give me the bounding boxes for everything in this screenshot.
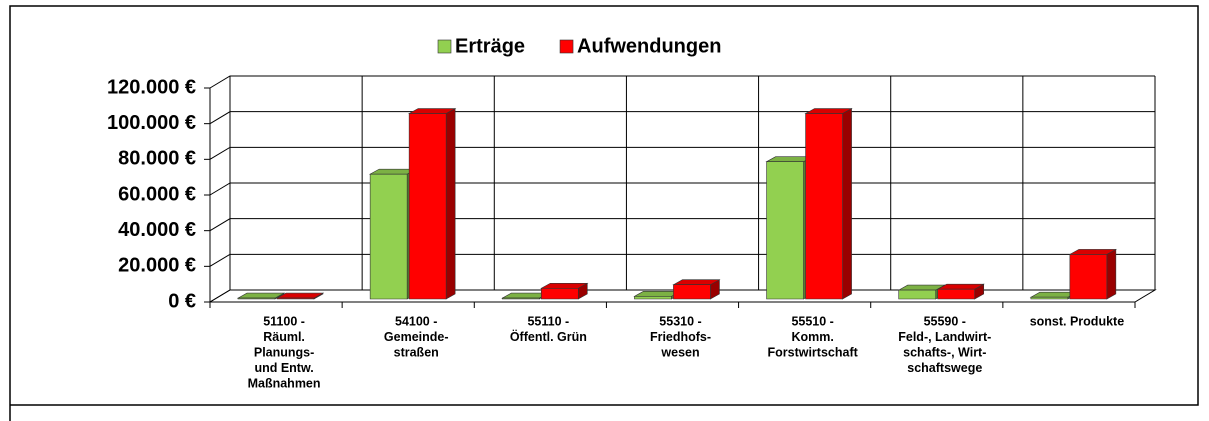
chart-border: [9, 5, 1199, 421]
bar: [275, 292, 325, 300]
bar: [540, 282, 589, 300]
bar-front: [276, 297, 315, 300]
x-tick-label: Gemeinde-: [384, 330, 449, 344]
legend-swatch: [559, 39, 574, 54]
x-tick-label: schaftswege: [907, 361, 982, 375]
legend-swatch: [437, 39, 452, 54]
y-tick-label: 100.000 €: [107, 112, 196, 134]
x-tick-label: straßen: [394, 345, 439, 359]
grid-line: [209, 182, 1155, 196]
y-tick-label: 20.000 €: [118, 255, 196, 277]
bar-side: [842, 108, 852, 300]
bar: [936, 283, 985, 300]
x-tick-label: 55110 -: [527, 314, 569, 328]
bar-front: [673, 284, 711, 300]
grid-line: [209, 218, 1155, 232]
legend-label: Aufwendungen: [577, 35, 721, 57]
x-tick-label: Planungs-: [254, 345, 314, 359]
grid-line: [209, 75, 1155, 89]
bar-front: [408, 113, 447, 300]
bar-front: [1069, 254, 1108, 300]
y-tick-label: 80.000 €: [118, 148, 196, 170]
grid-line: [209, 146, 1155, 160]
bar: [407, 108, 457, 300]
x-tick-label: und Entw.: [254, 361, 313, 375]
bar-front: [369, 173, 408, 300]
bar-side: [445, 108, 456, 300]
x-tick-label: Forstwirtschaft: [767, 345, 858, 359]
x-tick-label: Feld-, Landwirt-: [898, 330, 991, 344]
bar-front: [501, 297, 540, 300]
bar-front: [237, 297, 276, 300]
bar-front: [540, 287, 579, 300]
bar-front: [1030, 296, 1069, 300]
bar-front: [634, 296, 672, 300]
x-tick-label: Öffentl. Grün: [510, 329, 587, 344]
y-tick-label: 120.000 €: [107, 76, 196, 98]
y-tick-label: 40.000 €: [118, 219, 196, 241]
bar-front: [805, 113, 843, 300]
x-tick-label: wesen: [660, 345, 699, 359]
x-tick-label: 55590 -: [924, 314, 966, 328]
legend-label: Erträge: [455, 35, 525, 57]
bar-front: [937, 288, 976, 300]
bar-front: [898, 289, 937, 300]
x-tick-label: schafts-, Wirt-: [903, 345, 986, 359]
bar: [236, 292, 286, 300]
x-tick-label: 55510 -: [791, 314, 833, 328]
y-tick-label: 60.000 €: [118, 183, 196, 205]
x-tick-label: Maßnahmen: [248, 376, 321, 390]
x-tick-label: sonst. Produkte: [1030, 314, 1125, 328]
x-tick-label: 55310 -: [659, 314, 701, 328]
x-tick-label: Friedhofs-: [650, 330, 711, 344]
x-tick-label: Komm.: [791, 330, 833, 344]
bar-front: [766, 161, 804, 300]
bar: [804, 108, 853, 300]
bar-side: [1106, 248, 1117, 300]
x-tick-label: Räuml.: [263, 330, 305, 344]
y-tick-label: 0 €: [168, 290, 196, 312]
grid-line: [209, 111, 1155, 125]
x-tick-label: 54100 -: [395, 314, 437, 328]
grid-line: [209, 253, 1155, 267]
bar: [1068, 248, 1118, 300]
x-tick-label: 51100 -: [263, 314, 305, 328]
bar: [672, 279, 721, 300]
